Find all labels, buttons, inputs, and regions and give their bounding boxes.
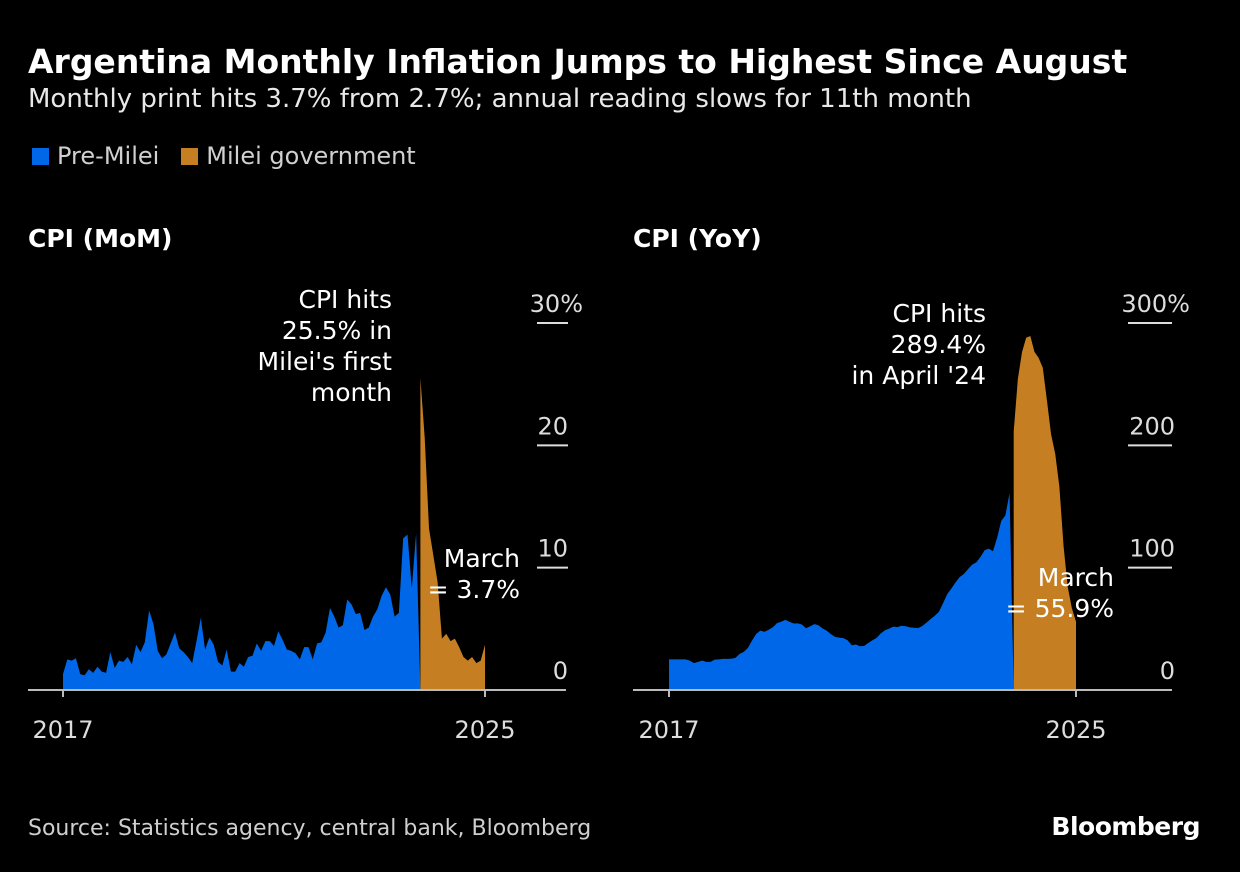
y-tick-label: 0 [1160, 657, 1175, 685]
chart-title: Argentina Monthly Inflation Jumps to Hig… [28, 42, 1128, 81]
annotation-text: Milei's first [258, 347, 393, 376]
y-tick-label: 200 [1129, 412, 1175, 440]
y-tick-label: 300% [1121, 290, 1190, 318]
legend-swatch-orange [181, 148, 199, 165]
y-tick-label: 20 [537, 412, 568, 440]
annotation-text: = 55.9% [1006, 594, 1114, 623]
y-tick-label: 0 [553, 657, 568, 685]
x-tick-label: 2025 [1045, 716, 1106, 744]
source-note: Source: Statistics agency, central bank,… [28, 816, 592, 841]
legend-label: Milei government [206, 142, 416, 170]
annotation-text: CPI hits [299, 285, 392, 314]
x-tick-label: 2025 [454, 716, 515, 744]
legend-item-milei: Milei government [181, 142, 416, 170]
annotation-text: CPI hits [893, 299, 986, 328]
annotation-text: 25.5% in [282, 316, 392, 345]
y-tick-label: 30% [530, 290, 583, 318]
panel-title-mom: CPI (MoM) [28, 224, 173, 253]
annotation-text: March [444, 544, 520, 573]
annotation-text: = 3.7% [428, 575, 520, 604]
legend-swatch-blue [32, 148, 49, 165]
legend: Pre-Milei Milei government [32, 142, 416, 170]
area-pre-milei [669, 493, 1014, 690]
annotation-text: in April '24 [851, 361, 986, 390]
annotation-text: month [311, 378, 392, 407]
bloomberg-logo: Bloomberg [1051, 812, 1200, 841]
x-tick-label: 2017 [32, 716, 93, 744]
x-tick-label: 2017 [638, 716, 699, 744]
legend-item-pre-milei: Pre-Milei [32, 142, 159, 170]
chart-subtitle: Monthly print hits 3.7% from 2.7%; annua… [28, 84, 972, 114]
area-milei-government [420, 378, 485, 690]
legend-label: Pre-Milei [57, 142, 160, 170]
annotation-text: March [1038, 563, 1114, 592]
panel-title-yoy: CPI (YoY) [633, 224, 762, 253]
area-pre-milei [63, 533, 421, 690]
y-tick-label: 100 [1129, 535, 1175, 563]
area-milei-government [1013, 335, 1076, 690]
annotation-text: 289.4% [891, 330, 986, 359]
y-tick-label: 10 [537, 535, 568, 563]
